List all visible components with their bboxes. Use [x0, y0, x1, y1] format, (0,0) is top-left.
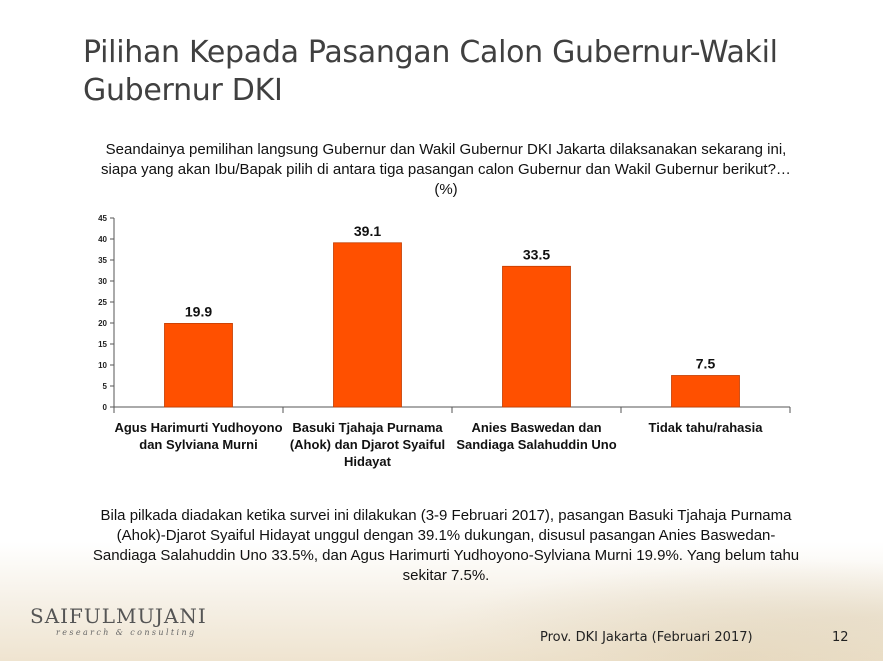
y-tick-label: 15 [98, 340, 107, 349]
y-tick-label: 10 [98, 361, 107, 370]
data-label: 33.5 [523, 246, 550, 262]
y-tick-label: 5 [103, 382, 108, 391]
data-label: 7.5 [696, 356, 716, 372]
y-tick-label: 45 [98, 214, 107, 223]
summary-text: Bila pilkada diadakan ketika survei ini … [92, 507, 800, 584]
bar [502, 265, 571, 408]
bar [333, 242, 402, 408]
page-number: 12 [832, 630, 849, 645]
y-tick-label: 25 [98, 298, 107, 307]
data-label: 39.1 [354, 223, 381, 239]
y-tick-label: 20 [98, 319, 107, 328]
x-category-label: Basuki Tjahaja Purnama (Ahok) dan Djarot… [289, 420, 446, 469]
x-category-label: Anies Baswedan dan Sandiaga Salahuddin U… [456, 420, 617, 452]
footer-source: Prov. DKI Jakarta (Februari 2017) [540, 630, 753, 645]
data-label: 19.9 [185, 303, 212, 319]
x-category-label: Tidak tahu/rahasia [648, 420, 763, 435]
survey-question: Seandainya pemilihan langsung Gubernur d… [101, 141, 791, 198]
y-tick-label: 35 [98, 256, 107, 265]
y-tick-label: 30 [98, 277, 107, 286]
logo-wordmark: SAIFULMUJANI [30, 604, 207, 628]
x-category-label: Agus Harimurti Yudhoyono dan Sylviana Mu… [114, 420, 283, 452]
slide-title: Pilihan Kepada Pasangan Calon Gubernur-W… [83, 35, 778, 108]
saifulmujani-logo: SAIFULMUJANI research & consulting [30, 606, 207, 637]
y-tick-label: 40 [98, 235, 107, 244]
background-decoration [403, 551, 883, 661]
bar [671, 375, 740, 408]
y-tick-label: 0 [103, 403, 108, 412]
bar [164, 323, 233, 408]
logo-tagline: research & consulting [56, 628, 197, 637]
